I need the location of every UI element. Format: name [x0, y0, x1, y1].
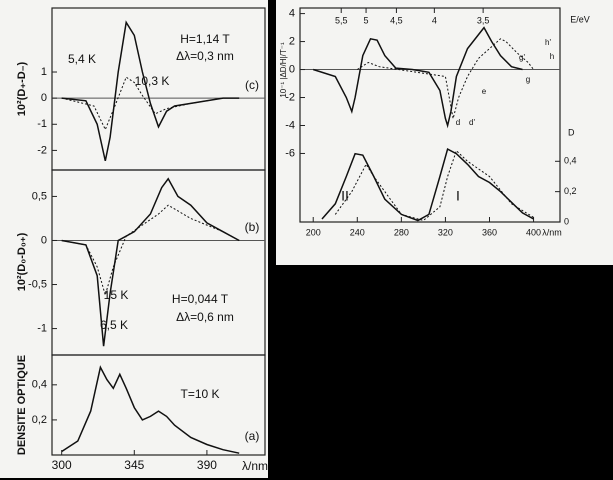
y-tick-label: 0,5	[32, 190, 47, 202]
y-axis-label: 10²(D₀-D₀₊)	[16, 232, 28, 291]
x2-tick-label: 3,5	[477, 15, 490, 25]
x2-tick-label: 4,5	[390, 15, 403, 25]
curve-label: 6,5 K	[100, 318, 128, 332]
curve	[61, 204, 240, 297]
y-tick-label: 4	[289, 8, 295, 20]
y-tick-label: 2	[289, 35, 295, 47]
y-tick-label: 0	[41, 234, 47, 246]
y-tick-label: -0,5	[28, 278, 47, 290]
x-tick-label: 300	[52, 458, 72, 472]
y2-tick-label: 0,4	[564, 156, 577, 166]
curve	[61, 76, 224, 131]
y-tick-label: 1	[41, 66, 47, 78]
x-axis-label: λ/nm	[242, 459, 268, 473]
annotation: H=0,044 T	[172, 292, 229, 306]
y-axis-label: 10²(D₊-D₋)	[16, 61, 28, 116]
x-tick-label: 280	[394, 227, 409, 237]
curve	[312, 26, 523, 129]
x-tick-label: 320	[438, 227, 453, 237]
annotation: T=10 K	[180, 387, 219, 401]
left-sheet	[0, 0, 268, 478]
y-tick-label: 0	[41, 92, 47, 104]
annotation: II	[341, 188, 349, 204]
y-axis-label: DENSITE OPTIQUE	[16, 355, 28, 455]
plot-frame	[299, 7, 561, 223]
annotation: Δλ=0,3 nm	[176, 49, 234, 63]
x-tick-label: 345	[124, 458, 144, 472]
y-tick-label: -1	[37, 118, 47, 130]
y-tick-label: 0	[289, 63, 295, 75]
annotation: Δλ=0,6 nm	[176, 310, 234, 324]
y2-tick-label: 0,2	[564, 186, 577, 196]
y2-axis-label: D	[568, 127, 575, 137]
annotation: h'	[545, 38, 551, 47]
right-sheet	[276, 0, 613, 265]
x2-tick-label: 5	[364, 15, 369, 25]
annotation: (a)	[245, 429, 260, 443]
annotation: h	[550, 52, 554, 61]
y-axis-label: 10⁻¹ |ΔD/H|/T⁻¹	[279, 42, 288, 98]
annotation: d	[456, 118, 460, 127]
x-tick-label: 240	[350, 227, 365, 237]
x-tick-label: 400	[526, 227, 541, 237]
annotation: d'	[469, 118, 475, 127]
x-tick-label: 390	[197, 458, 217, 472]
curve-label: 10,3 K	[135, 74, 170, 88]
annotation: g'	[519, 53, 525, 62]
plot-frame	[51, 354, 266, 456]
curve	[61, 365, 240, 454]
y-tick-label: 0,2	[32, 414, 47, 426]
x-tick-label: 360	[482, 227, 497, 237]
annotation: (b)	[245, 220, 260, 234]
y-tick-label: -4	[285, 119, 295, 131]
x-axis-label: λ/nm	[542, 227, 562, 237]
y2-tick-label: 0	[564, 216, 569, 226]
curve	[357, 38, 534, 119]
curve	[321, 148, 534, 222]
curve	[61, 177, 240, 347]
x2-tick-label: 4	[432, 15, 437, 25]
y-tick-label: -2	[37, 144, 47, 156]
annotation: (c)	[245, 78, 259, 92]
curve-label: 15 K	[104, 288, 129, 302]
x2-tick-label: 5,5	[335, 15, 348, 25]
y-tick-label: 0,4	[32, 379, 47, 391]
y-tick-label: -2	[285, 91, 295, 103]
x-tick-label: 200	[306, 227, 321, 237]
x2-axis-label: E/eV	[570, 14, 590, 24]
annotation: e	[482, 87, 487, 96]
curve	[334, 149, 534, 222]
y-tick-label: -1	[37, 322, 47, 334]
curve-label: 5,4 K	[68, 52, 96, 66]
annotation: I	[456, 188, 460, 204]
annotation: g	[526, 75, 530, 84]
annotation: H=1,14 T	[180, 32, 230, 46]
y-tick-label: -6	[285, 147, 295, 159]
